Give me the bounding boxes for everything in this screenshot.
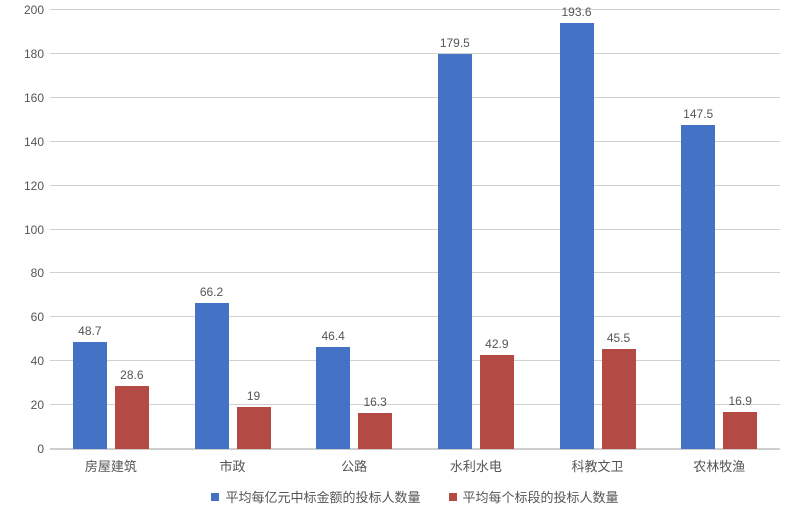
legend-label: 平均每亿元中标金额的投标人数量 — [225, 487, 420, 506]
y-tick-label: 40 — [12, 354, 44, 368]
bar-value-label: 147.5 — [683, 107, 713, 121]
bar: 48.7 — [73, 342, 107, 449]
bar-value-label: 193.6 — [562, 5, 592, 19]
bar-group: 66.219 — [172, 10, 294, 449]
y-tick-label: 200 — [12, 3, 44, 17]
bar-value-label: 179.5 — [440, 36, 470, 50]
bar: 42.9 — [480, 355, 514, 449]
bar: 19 — [237, 407, 271, 449]
x-tick-label: 水利水电 — [415, 456, 537, 475]
y-tick-label: 140 — [12, 135, 44, 149]
chart-container: 020406080100120140160180200 48.728.666.2… — [0, 0, 800, 515]
bar-value-label: 28.6 — [120, 368, 143, 382]
x-tick-label: 农林牧渔 — [658, 456, 780, 475]
y-tick-label: 0 — [12, 442, 44, 456]
x-tick-label: 科教文卫 — [537, 456, 659, 475]
bar: 28.6 — [115, 386, 149, 449]
bar: 179.5 — [438, 54, 472, 449]
bar-group: 48.728.6 — [50, 10, 172, 449]
bar-group: 46.416.3 — [293, 10, 415, 449]
x-tick-label: 市政 — [172, 456, 294, 475]
y-tick-label: 80 — [12, 266, 44, 280]
x-axis-labels: 房屋建筑市政公路水利水电科教文卫农林牧渔 — [50, 456, 780, 475]
legend-item: 平均每个标段的投标人数量 — [449, 487, 619, 506]
legend-item: 平均每亿元中标金额的投标人数量 — [211, 487, 420, 506]
legend-swatch — [449, 493, 457, 501]
y-tick-label: 20 — [12, 398, 44, 412]
plot-area: 020406080100120140160180200 48.728.666.2… — [50, 10, 780, 450]
bar-value-label: 46.4 — [321, 329, 344, 343]
legend-label: 平均每个标段的投标人数量 — [463, 487, 619, 506]
bar-value-label: 48.7 — [78, 324, 101, 338]
bar: 147.5 — [681, 125, 715, 450]
y-tick-label: 120 — [12, 179, 44, 193]
bar: 16.9 — [723, 412, 757, 449]
legend: 平均每亿元中标金额的投标人数量 平均每个标段的投标人数量 — [50, 487, 780, 506]
bar-value-label: 45.5 — [607, 331, 630, 345]
legend-swatch — [211, 493, 219, 501]
x-tick-label: 公路 — [293, 456, 415, 475]
bar: 16.3 — [358, 413, 392, 449]
bar: 46.4 — [316, 347, 350, 449]
y-tick-label: 60 — [12, 310, 44, 324]
bar-group: 179.542.9 — [415, 10, 537, 449]
bar-value-label: 19 — [247, 389, 260, 403]
bar: 66.2 — [195, 303, 229, 449]
bar-value-label: 42.9 — [485, 337, 508, 351]
y-tick-label: 100 — [12, 223, 44, 237]
bar-value-label: 16.9 — [729, 394, 752, 408]
y-tick-label: 180 — [12, 47, 44, 61]
bar-value-label: 16.3 — [363, 395, 386, 409]
bar-value-label: 66.2 — [200, 285, 223, 299]
bar-group: 147.516.9 — [658, 10, 780, 449]
bar: 45.5 — [602, 349, 636, 449]
bars-row: 48.728.666.21946.416.3179.542.9193.645.5… — [50, 10, 780, 449]
y-tick-label: 160 — [12, 91, 44, 105]
bar: 193.6 — [560, 23, 594, 449]
x-tick-label: 房屋建筑 — [50, 456, 172, 475]
bar-group: 193.645.5 — [537, 10, 659, 449]
